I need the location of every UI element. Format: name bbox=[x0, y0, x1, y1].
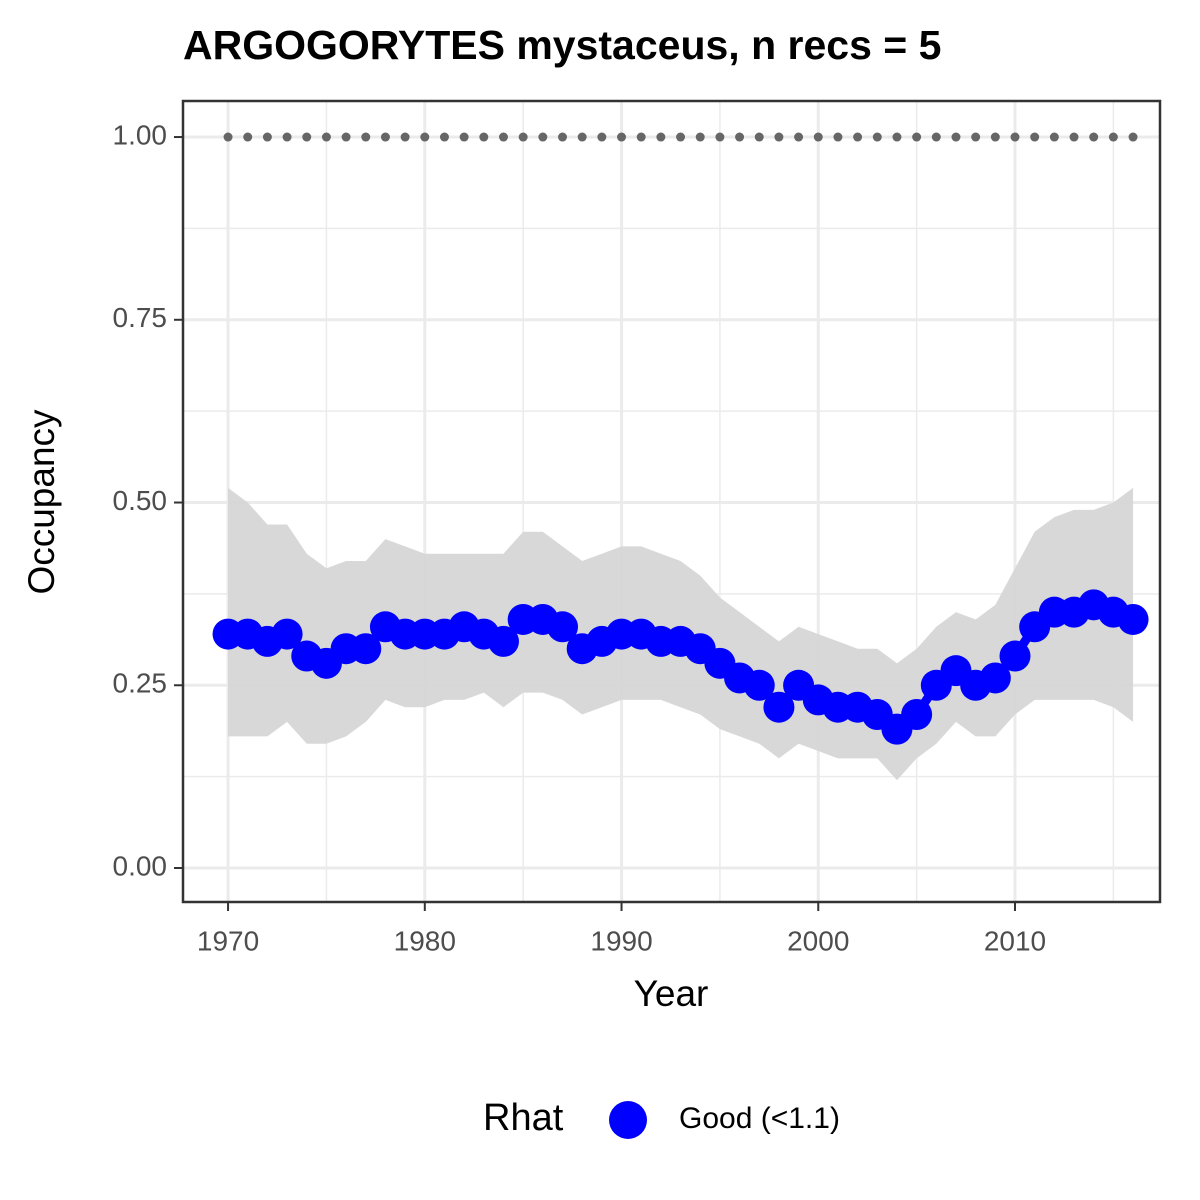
reference-point bbox=[1049, 132, 1059, 142]
reference-point bbox=[636, 132, 646, 142]
reference-point bbox=[1128, 132, 1138, 142]
point bbox=[901, 699, 933, 731]
reference-point bbox=[715, 132, 725, 142]
reference-point bbox=[990, 132, 1000, 142]
legend-label: Good (<1.1) bbox=[679, 1102, 840, 1135]
reference-point bbox=[459, 132, 469, 142]
point bbox=[999, 640, 1031, 672]
x-axis-title: Year bbox=[634, 973, 709, 1014]
y-tick-label: 1.00 bbox=[113, 119, 168, 150]
reference-point bbox=[931, 132, 941, 142]
point bbox=[743, 669, 775, 701]
reference-point bbox=[695, 132, 705, 142]
reference-point bbox=[558, 132, 568, 142]
point bbox=[271, 618, 303, 650]
reference-point bbox=[1108, 132, 1118, 142]
plot-border bbox=[181, 99, 1162, 904]
reference-point bbox=[951, 132, 961, 142]
reference-point bbox=[420, 132, 430, 142]
point bbox=[763, 691, 795, 723]
y-tick-label: 0.50 bbox=[113, 485, 168, 516]
reference-point bbox=[380, 132, 390, 142]
reference-point bbox=[577, 132, 587, 142]
point bbox=[350, 633, 382, 665]
x-tick-label: 1990 bbox=[590, 925, 652, 956]
reference-point bbox=[872, 132, 882, 142]
reference-point bbox=[754, 132, 764, 142]
reference-point bbox=[617, 132, 627, 142]
reference-point bbox=[341, 132, 351, 142]
reference-point bbox=[794, 132, 804, 142]
reference-point bbox=[971, 132, 981, 142]
reference-point bbox=[439, 132, 449, 142]
reference-point bbox=[282, 132, 292, 142]
reference-point bbox=[656, 132, 666, 142]
reference-point bbox=[735, 132, 745, 142]
reference-point bbox=[813, 132, 823, 142]
reference-point bbox=[302, 132, 312, 142]
reference-point bbox=[223, 132, 233, 142]
point bbox=[1117, 603, 1149, 635]
reference-point bbox=[361, 132, 371, 142]
reference-point bbox=[892, 132, 902, 142]
reference-point bbox=[853, 132, 863, 142]
y-tick-label: 0.25 bbox=[113, 668, 168, 699]
reference-point bbox=[1010, 132, 1020, 142]
point bbox=[547, 611, 579, 643]
reference-point bbox=[912, 132, 922, 142]
reference-point bbox=[243, 132, 253, 142]
x-tick-label: 2010 bbox=[984, 925, 1046, 956]
x-tick-label: 1980 bbox=[394, 925, 456, 956]
reference-point bbox=[774, 132, 784, 142]
x-tick-label: 1970 bbox=[197, 925, 259, 956]
reference-point bbox=[262, 132, 272, 142]
reference-point bbox=[1030, 132, 1040, 142]
reference-point bbox=[400, 132, 410, 142]
point bbox=[487, 625, 519, 657]
reference-point bbox=[321, 132, 331, 142]
chart-title: ARGOGORYTES mystaceus, n recs = 5 bbox=[183, 22, 941, 68]
y-tick-label: 0.00 bbox=[113, 850, 168, 881]
y-tick-label: 0.75 bbox=[113, 302, 168, 333]
reference-point bbox=[518, 132, 528, 142]
point bbox=[979, 662, 1011, 694]
reference-point bbox=[597, 132, 607, 142]
reference-point bbox=[1089, 132, 1099, 142]
y-axis-title: Occupancy bbox=[21, 409, 62, 595]
legend-swatch bbox=[609, 1101, 647, 1139]
x-tick-label: 2000 bbox=[787, 925, 849, 956]
reference-point bbox=[676, 132, 686, 142]
legend-title: Rhat bbox=[483, 1097, 564, 1139]
reference-point bbox=[1069, 132, 1079, 142]
reference-point bbox=[498, 132, 508, 142]
reference-point bbox=[538, 132, 548, 142]
reference-point bbox=[479, 132, 489, 142]
reference-point bbox=[833, 132, 843, 142]
